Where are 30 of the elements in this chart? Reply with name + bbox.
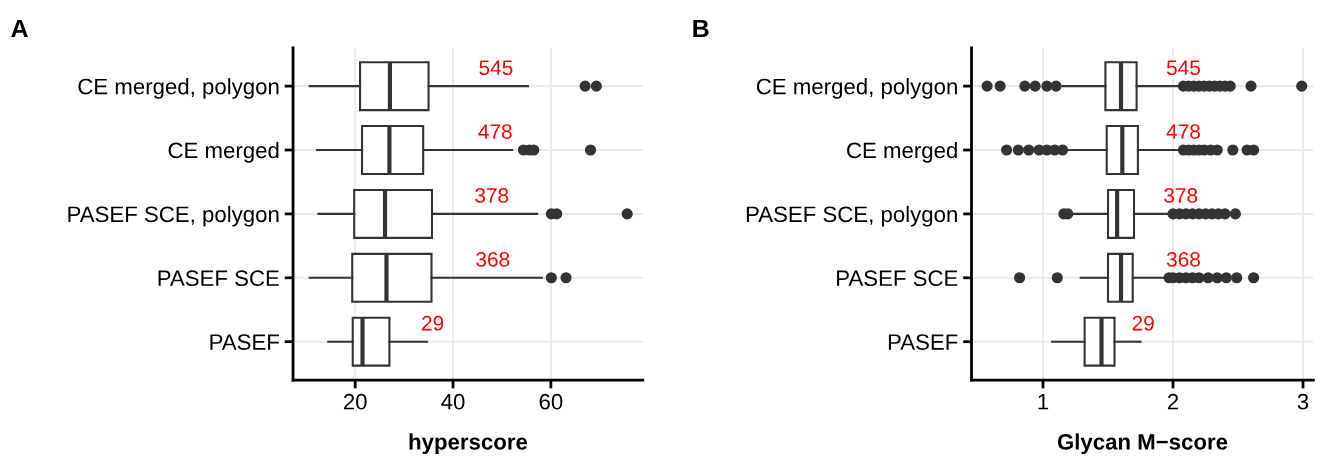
text: B [693,19,709,38]
annotation: 29 [1132,315,1154,331]
y-tick-label: PASEF SCE, polygon [746,205,957,227]
annotation: 378 [1164,188,1198,203]
x-axis-title: hyperscore [409,433,528,455]
y-tick-label: PASEF SCE, polygon [68,205,279,227]
y-tick-label: PASEF [210,334,279,350]
annotation: 29 [422,315,444,331]
x-axis-title: Glycan M−score [1057,433,1228,455]
y-tick-label: CE merged, polygon [78,78,279,99]
annotation: 368 [476,251,510,267]
y-tick-label: CE merged [168,141,279,163]
x-tick-label: 2 [1167,393,1179,410]
x-tick-label: 60 [539,393,563,410]
annotation: 368 [1166,251,1200,267]
x-tick-label: 3 [1297,393,1309,410]
y-tick-label: PASEF [888,334,958,350]
y-tick-label: CE merged, polygon [756,78,957,99]
annotation: 545 [1166,60,1200,76]
y-tick-label: PASEF SCE [837,270,958,287]
annotation: 478 [478,124,512,139]
x-tick-label: 40 [441,393,465,410]
y-tick-label: CE merged [847,141,957,163]
annotation: 545 [479,60,513,76]
y-tick-label: PASEF SCE [158,270,279,287]
annotation: 478 [1166,124,1200,139]
x-tick-label: 20 [343,393,367,410]
annotation: 378 [475,188,509,203]
text: A [11,19,28,38]
x-tick-label: 1 [1038,394,1049,410]
